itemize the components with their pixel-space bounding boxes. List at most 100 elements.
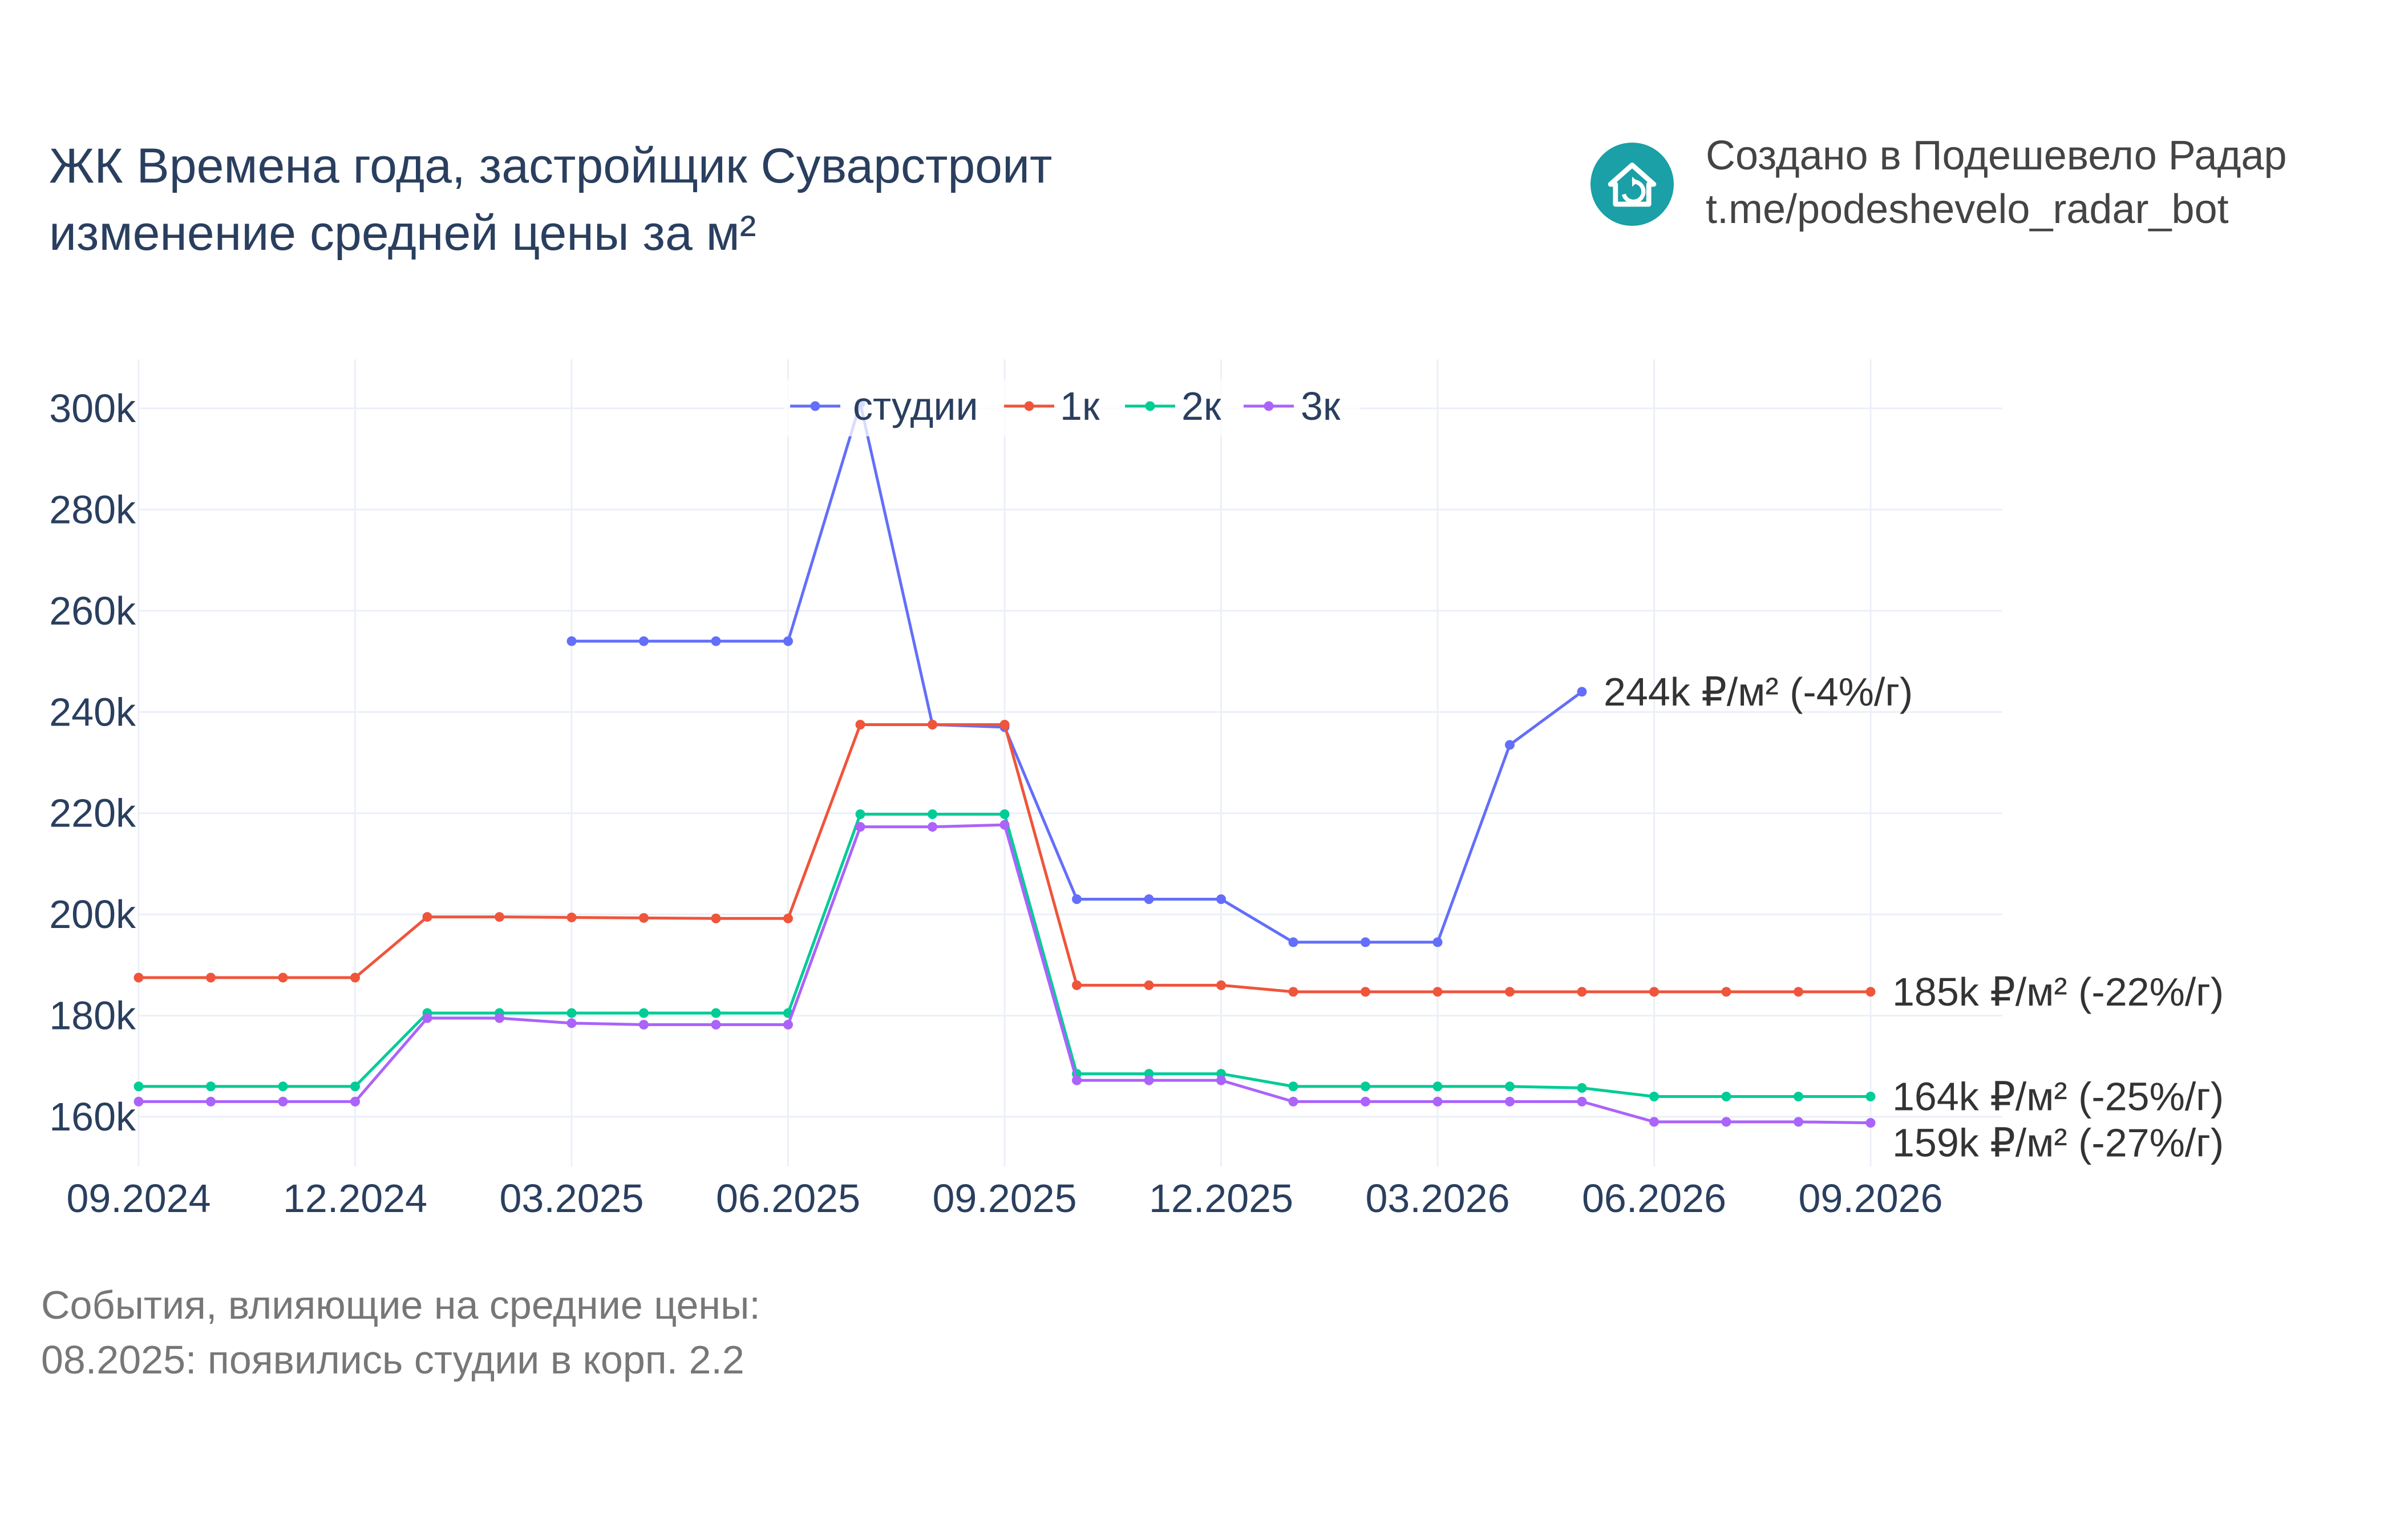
end-value-label-1к: 185k ₽/м² (-22%/г) xyxy=(1892,970,2224,1014)
x-tick-label: 12.2025 xyxy=(1149,1176,1293,1221)
data-point-2к xyxy=(278,1081,288,1092)
data-point-1к xyxy=(495,912,504,922)
data-point-1к xyxy=(855,719,865,730)
end-value-label-2к: 164k ₽/м² (-25%/г) xyxy=(1892,1075,2224,1119)
chart-title: ЖК Времена года, застройщик Суварстроит … xyxy=(49,132,1052,267)
data-point-1к xyxy=(1577,987,1587,997)
data-point-3к xyxy=(1144,1075,1154,1085)
data-point-2к xyxy=(1865,1092,1876,1102)
data-point-2к xyxy=(711,1008,721,1018)
y-tick-label: 280k xyxy=(49,487,136,532)
data-point-1к xyxy=(1288,987,1298,997)
legend-marker-2к xyxy=(1145,401,1155,411)
y-tick-label: 160k xyxy=(49,1095,136,1139)
y-tick-label: 300k xyxy=(49,386,136,431)
credit-line-1: Создано в Подешевело Радар xyxy=(1706,133,2287,179)
data-point-3к xyxy=(1505,1096,1515,1107)
y-tick-label: 220k xyxy=(49,791,136,836)
title-line-1: ЖК Времена года, застройщик Суварстроит xyxy=(49,139,1053,193)
data-point-1к xyxy=(711,913,721,923)
data-point-2к xyxy=(928,809,937,819)
x-tick-label: 06.2025 xyxy=(716,1176,860,1221)
data-point-1к xyxy=(1072,980,1082,990)
data-point-2к xyxy=(999,809,1010,819)
end-value-label-3к: 159k ₽/м² (-27%/г) xyxy=(1892,1121,2224,1165)
data-point-3к xyxy=(1721,1117,1731,1127)
data-point-студии xyxy=(711,636,721,646)
data-point-студии xyxy=(783,636,793,646)
data-point-1к xyxy=(566,912,577,922)
data-point-3к xyxy=(278,1096,288,1107)
data-point-студии xyxy=(1144,894,1154,905)
data-point-1к xyxy=(422,912,432,922)
y-tick-label: 200k xyxy=(49,892,136,937)
data-point-1к xyxy=(1865,987,1876,997)
data-point-1к xyxy=(278,972,288,983)
data-point-1к xyxy=(639,913,649,923)
data-point-1к xyxy=(1361,987,1370,997)
data-point-1к xyxy=(1216,980,1226,990)
data-point-3к xyxy=(1072,1075,1082,1085)
data-point-студии xyxy=(1577,687,1587,697)
data-point-3к xyxy=(495,1013,504,1023)
data-point-студии xyxy=(1432,937,1443,947)
house-refresh-icon xyxy=(1590,143,1674,226)
data-point-3к xyxy=(350,1096,360,1107)
data-point-3к xyxy=(639,1020,649,1030)
data-point-3к xyxy=(206,1096,216,1107)
data-point-1к xyxy=(1721,987,1731,997)
x-tick-label: 12.2024 xyxy=(283,1176,427,1221)
credit-text: Создано в Подешевело Радар t.me/podeshev… xyxy=(1706,129,2287,236)
data-point-2к xyxy=(350,1081,360,1092)
data-point-1к xyxy=(783,913,793,923)
data-point-3к xyxy=(566,1018,577,1028)
y-tick-label: 240k xyxy=(49,690,136,734)
series-line-студии xyxy=(572,402,1583,944)
data-point-1к xyxy=(1505,987,1515,997)
data-point-3к xyxy=(999,820,1010,830)
data-point-3к xyxy=(1577,1096,1587,1107)
x-tick-label: 09.2024 xyxy=(66,1176,211,1221)
data-point-3к xyxy=(1432,1096,1443,1107)
data-point-2к xyxy=(1361,1081,1370,1092)
credit-bot-link[interactable]: t.me/podeshevelo_radar_bot xyxy=(1706,187,2229,232)
data-point-3к xyxy=(1649,1117,1659,1127)
data-point-студии xyxy=(1072,894,1082,905)
legend-marker-1к xyxy=(1024,401,1034,411)
data-point-1к xyxy=(1432,987,1443,997)
legend-marker-3к xyxy=(1264,401,1274,411)
data-point-3к xyxy=(422,1013,432,1023)
end-value-label-студии: 244k ₽/м² (-4%/г) xyxy=(1604,670,1913,714)
x-tick-label: 03.2025 xyxy=(499,1176,643,1221)
data-point-2к xyxy=(1432,1081,1443,1092)
y-tick-label: 180k xyxy=(49,994,136,1038)
data-point-2к xyxy=(1794,1092,1803,1102)
data-point-2к xyxy=(566,1008,577,1018)
legend-label-1к: 1к xyxy=(1060,384,1100,428)
legend-label-2к: 2к xyxy=(1181,384,1221,428)
data-point-1к xyxy=(1144,980,1154,990)
data-point-2к xyxy=(1721,1092,1731,1102)
data-point-1к xyxy=(350,972,360,983)
legend-label-студии: студии xyxy=(853,384,978,428)
events-note: События, влияющие на средние цены: 08.20… xyxy=(41,1278,760,1387)
data-point-студии xyxy=(566,636,577,646)
data-point-2к xyxy=(1288,1081,1298,1092)
data-point-студии xyxy=(1288,937,1298,947)
data-point-3к xyxy=(1288,1096,1298,1107)
data-point-2к xyxy=(1505,1081,1515,1092)
data-point-1к xyxy=(133,972,144,983)
data-point-3к xyxy=(1794,1117,1803,1127)
title-line-2: изменение средней цены за м² xyxy=(49,206,756,261)
data-point-студии xyxy=(1505,740,1515,750)
y-tick-label: 260k xyxy=(49,589,136,633)
data-point-1к xyxy=(206,972,216,983)
data-point-2к xyxy=(855,809,865,819)
data-point-3к xyxy=(783,1020,793,1030)
event-item: 08.2025: появились студии в корп. 2.2 xyxy=(41,1338,744,1382)
data-point-студии xyxy=(639,636,649,646)
data-point-2к xyxy=(1649,1092,1659,1102)
data-point-3к xyxy=(1216,1075,1226,1085)
data-point-1к xyxy=(1794,987,1803,997)
